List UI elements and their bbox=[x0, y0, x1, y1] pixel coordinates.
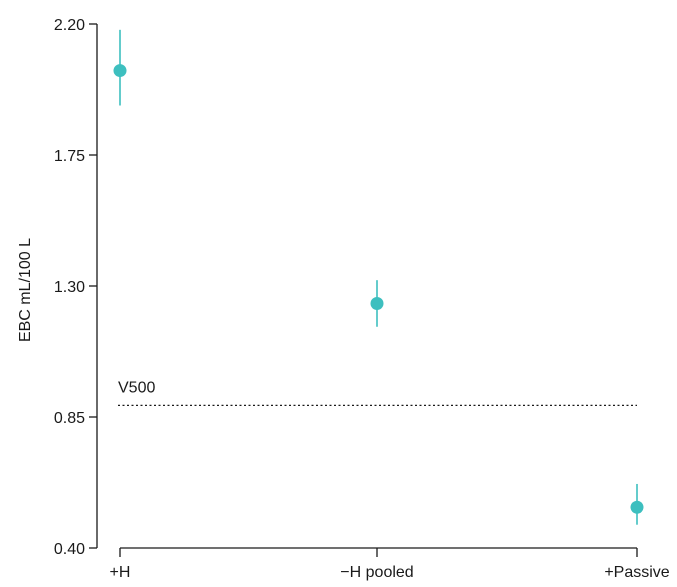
y-tick-label: 0.40 bbox=[54, 541, 85, 558]
x-tick-label: +H bbox=[110, 564, 131, 581]
y-tick-label: 2.20 bbox=[54, 17, 85, 34]
data-point bbox=[630, 500, 644, 514]
y-tick-label: 0.85 bbox=[54, 410, 85, 427]
data-marks bbox=[113, 29, 644, 525]
reference-line-group: V500 bbox=[118, 379, 637, 407]
y-tick-label: 1.30 bbox=[54, 279, 85, 296]
axes: 0.40 0.85 1.30 1.75 2.20 +H −H pooled +Passive bbox=[54, 17, 670, 581]
x-tick-label: −H pooled bbox=[340, 564, 413, 581]
data-point bbox=[370, 296, 384, 310]
y-tick-label: 1.75 bbox=[54, 148, 85, 165]
x-tick-label: +Passive bbox=[604, 564, 669, 581]
reference-line-label: V500 bbox=[118, 379, 155, 396]
y-axis-title: EBC mL/100 L bbox=[17, 238, 34, 342]
data-point bbox=[113, 64, 127, 78]
